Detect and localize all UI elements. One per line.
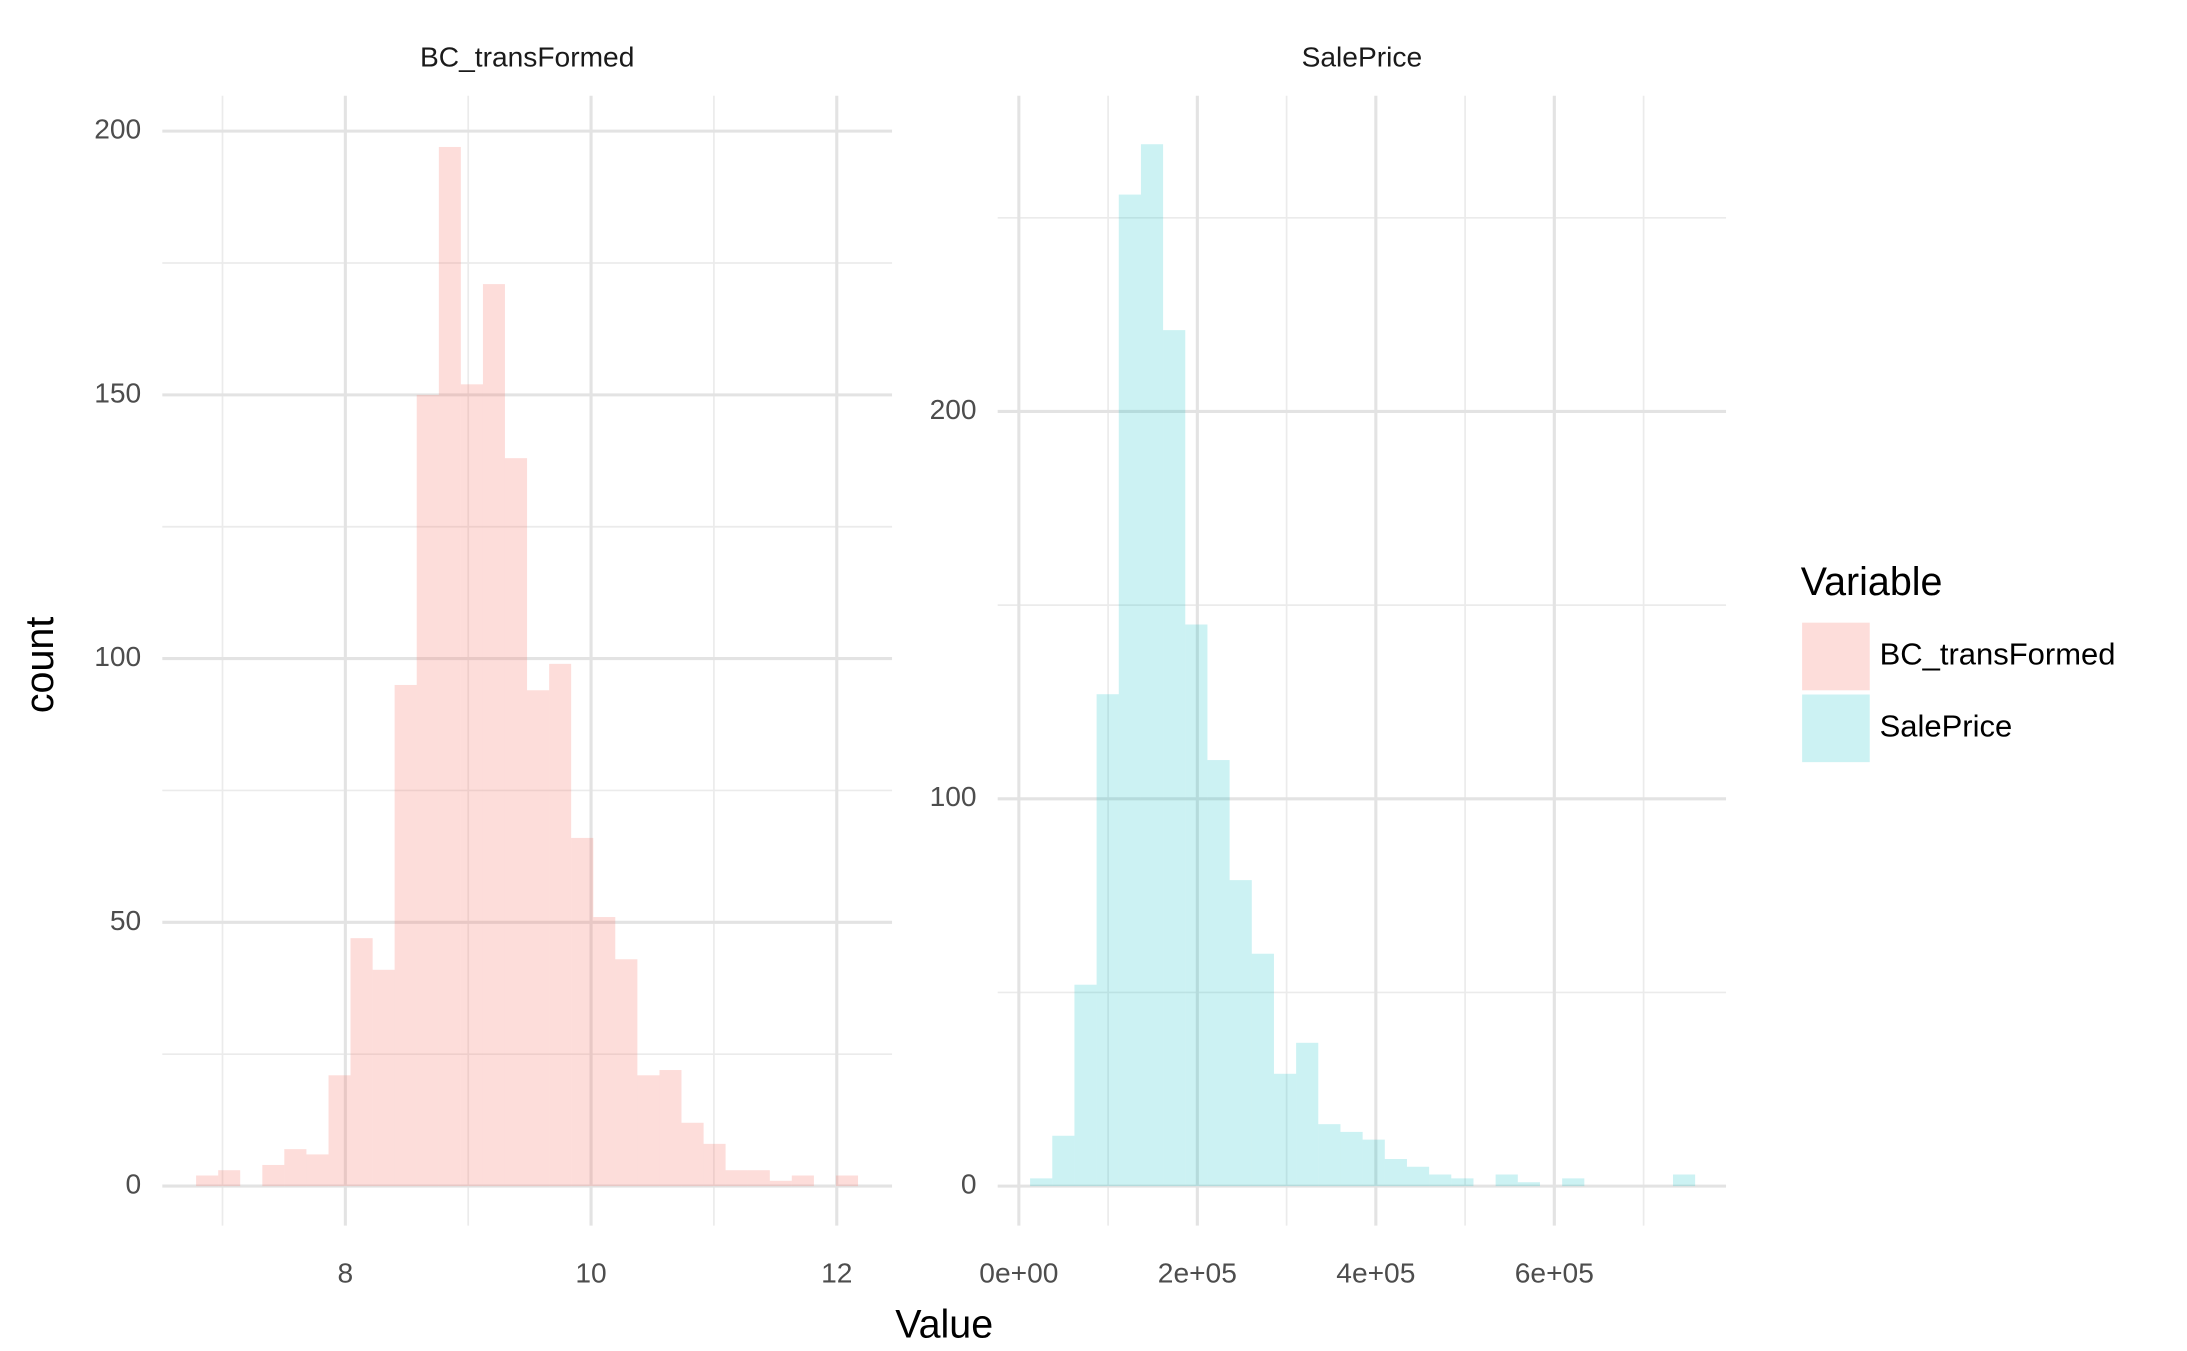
histogram-bar (416, 394, 439, 1187)
histogram-bar (1052, 1135, 1075, 1187)
y-tick-label: 150 (94, 376, 141, 408)
histogram-bar (549, 663, 572, 1187)
histogram-bar (1340, 1131, 1363, 1187)
histogram-bar (1406, 1166, 1430, 1187)
legend-key (1802, 622, 1870, 691)
histogram-bar (394, 684, 417, 1187)
histogram-bar (593, 917, 616, 1187)
histogram-bar (284, 1149, 307, 1187)
histogram-bar (350, 938, 373, 1187)
histogram-bar (747, 1170, 770, 1187)
histogram-bar (1074, 984, 1097, 1187)
legend-key (1802, 694, 1870, 763)
histogram-bar (1517, 1182, 1540, 1187)
histogram-bar (1429, 1174, 1452, 1187)
panel-title: BC_transFormed (420, 41, 634, 73)
x-tick-label: 10 (575, 1256, 606, 1288)
x-tick-label: 0e+00 (979, 1256, 1058, 1288)
histogram-bar (460, 384, 483, 1187)
histogram-bar (1185, 624, 1208, 1187)
histogram-bar (703, 1143, 726, 1187)
y-tick-label: 0 (961, 1168, 977, 1200)
histogram-bar (1362, 1139, 1385, 1187)
histogram-bar (1118, 194, 1141, 1187)
x-axis-label: Value (895, 1302, 993, 1346)
histogram-bar (1207, 760, 1230, 1187)
x-tick-label: 6e+05 (1515, 1256, 1594, 1288)
y-tick-label: 200 (94, 113, 141, 145)
histogram-bar (659, 1070, 682, 1187)
histogram-bar (791, 1175, 814, 1187)
histogram-bar (504, 458, 528, 1187)
histogram-bar (1030, 1178, 1053, 1187)
histogram-bar (1096, 694, 1119, 1187)
histogram-bar (835, 1175, 859, 1187)
histogram-bar (218, 1170, 241, 1187)
histogram-bar (1251, 953, 1274, 1187)
x-tick-label: 8 (338, 1256, 354, 1288)
histogram-bar (1495, 1174, 1518, 1187)
legend-label: SalePrice (1880, 709, 2013, 744)
histogram-bar (1140, 144, 1164, 1187)
y-axis-label: count (18, 617, 62, 714)
legend-title: Variable (1801, 560, 1943, 604)
histogram-bar (1451, 1178, 1474, 1187)
y-tick-label: 100 (94, 640, 141, 672)
histogram-bar (1384, 1159, 1407, 1187)
histogram-bar (769, 1180, 792, 1187)
histogram-bar (571, 837, 594, 1187)
y-tick-label: 50 (110, 904, 141, 936)
histogram-bar (1296, 1042, 1319, 1187)
histogram-bar (1672, 1174, 1696, 1187)
histogram-bar (328, 1075, 351, 1187)
histogram-bar (637, 1075, 660, 1187)
histogram-bar (1318, 1124, 1341, 1187)
histogram-bar (1163, 330, 1186, 1187)
x-tick-label: 4e+05 (1336, 1256, 1415, 1288)
histogram-bar (196, 1175, 219, 1187)
x-tick-label: 12 (821, 1256, 852, 1288)
y-tick-label: 200 (930, 393, 977, 425)
y-tick-label: 0 (126, 1167, 142, 1199)
panel-title: SalePrice (1302, 41, 1423, 73)
histogram-bar (681, 1122, 704, 1187)
histogram-bar (615, 959, 638, 1187)
histogram-bar (482, 284, 505, 1187)
histogram-bar (725, 1170, 748, 1187)
histogram-bar (1273, 1073, 1297, 1187)
histogram-bar (372, 969, 395, 1187)
histogram-bar (438, 146, 461, 1187)
histogram-bar (262, 1164, 285, 1187)
histogram-bar (1562, 1178, 1585, 1187)
x-tick-label: 2e+05 (1158, 1256, 1237, 1288)
histogram-bar (1229, 880, 1252, 1187)
legend-label: BC_transFormed (1880, 637, 2116, 672)
histogram-bar (527, 690, 550, 1187)
y-tick-label: 100 (930, 780, 977, 812)
histogram-bar (306, 1154, 329, 1187)
